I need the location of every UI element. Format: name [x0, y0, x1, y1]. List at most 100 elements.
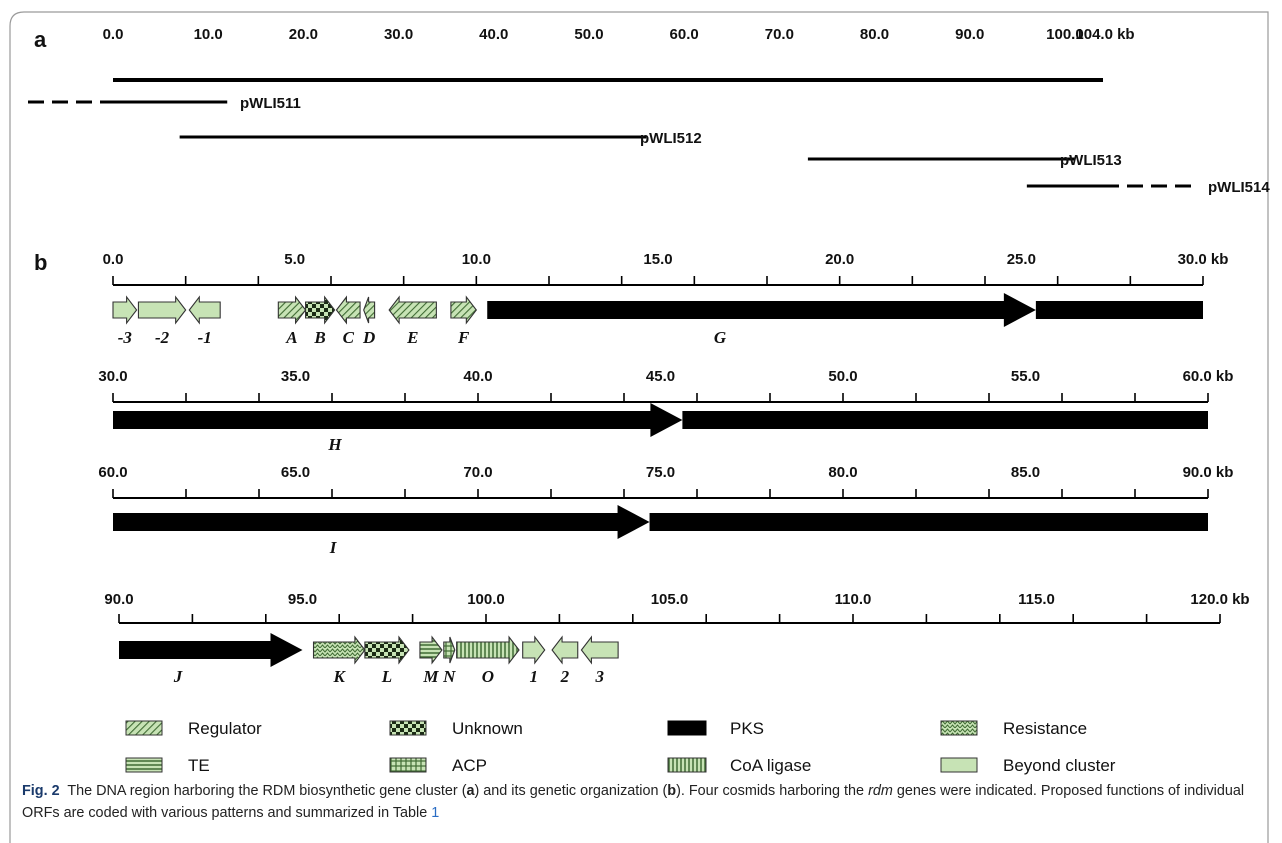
gene-label: -1	[198, 328, 212, 347]
gene-label: K	[333, 667, 347, 686]
gene-I: I	[113, 505, 1208, 557]
gene-3: 3	[580, 635, 619, 686]
gene-label: B	[313, 328, 325, 347]
scale-tick-label: 45.0	[646, 368, 675, 385]
caption-text-3: ). Four cosmids harboring the	[676, 783, 869, 799]
legend-label: Beyond cluster	[1003, 756, 1116, 775]
scale-tick-label: 25.0	[1007, 251, 1036, 268]
panel-a-label: a	[34, 27, 47, 52]
gene-label: I	[329, 538, 338, 557]
legend-label: Regulator	[188, 719, 262, 738]
scale-end-label: 30.0 kb	[1178, 251, 1229, 268]
caption-text-4: genes were indicated. Proposed functions…	[22, 783, 1245, 821]
legend-label: ACP	[452, 756, 487, 775]
gene-label: F	[457, 328, 470, 347]
legend-swatch	[125, 757, 163, 773]
scale-end-label: 90.0 kb	[1183, 464, 1234, 481]
scale-tick-label: 110.0	[835, 591, 872, 608]
scale-end-label: 120.0 kb	[1190, 591, 1249, 608]
cosmid-label: pWLI513	[1060, 152, 1122, 169]
gene-N: N	[442, 636, 456, 686]
scale-a-tick-label: 30.0	[384, 26, 413, 43]
gene--2: -2	[137, 295, 187, 347]
legend-item-coa: CoA ligase	[667, 756, 811, 775]
gene-E: E	[388, 295, 437, 347]
legend-item-acp: ACP	[389, 756, 487, 775]
scale-tick-label: 80.0	[828, 464, 857, 481]
scale-a-tick-label: 60.0	[670, 26, 699, 43]
scale-tick-label: 100.0	[467, 591, 505, 608]
scale-a-tick-label: 90.0	[955, 26, 984, 43]
scale-a-tick-label: 10.0	[194, 26, 223, 43]
gene-label: H	[327, 435, 342, 454]
figure-caption: Fig. 2 The DNA region harboring the RDM …	[22, 780, 1262, 824]
gene-1: 1	[522, 635, 546, 686]
gene-J: J	[119, 633, 303, 686]
gene-label: E	[406, 328, 418, 347]
scale-tick-label: 50.0	[828, 368, 857, 385]
panel-b-label: b	[34, 250, 47, 275]
scale-tick-label: 90.0	[104, 591, 133, 608]
figure-number: Fig. 2	[22, 783, 60, 799]
scale-a-tick-label: 70.0	[765, 26, 794, 43]
legend-swatch	[940, 757, 978, 773]
scale-tick-label: 115.0	[1018, 591, 1055, 608]
table-link[interactable]: 1	[431, 805, 440, 821]
scale-a-tick-label: 0.0	[103, 26, 124, 43]
gene-K: K	[312, 635, 366, 686]
cosmid-label: pWLI511	[240, 95, 301, 112]
legend-label: PKS	[730, 719, 764, 738]
legend-swatch	[940, 720, 978, 736]
cosmid-pWLI512: pWLI512	[179, 130, 702, 147]
legend-item-beyond: Beyond cluster	[940, 756, 1116, 775]
scale-tick-label: 35.0	[281, 368, 310, 385]
panel-b-gene-organization: 0.0 5.0 10.0 15.0 20.0 25.0 30.0 kb -3 -2 -1 A B C D E…	[98, 251, 1249, 686]
scale-end-label: 60.0 kb	[1183, 368, 1234, 385]
gene-function-legend: Regulator Unknown PKS Resistance TE ACP CoA li…	[125, 719, 1116, 775]
legend-item-unknown: Unknown	[389, 719, 523, 738]
cosmid-pWLI514: pWLI514	[1026, 179, 1270, 196]
scale-tick-label: 30.0	[98, 368, 127, 385]
cosmid-pWLI511: pWLI511	[28, 95, 301, 112]
scale-tick-label: 15.0	[643, 251, 672, 268]
gene--1: -1	[188, 295, 221, 347]
scale-a-tick-label: 50.0	[574, 26, 603, 43]
scale-tick-label: 70.0	[463, 464, 492, 481]
panel-a-cosmid-map: 0.0 10.0 20.0 30.0 40.0 50.0 60.0 70.0 80.0 90.0 1…	[28, 26, 1270, 196]
scale-a-tick-label: 80.0	[860, 26, 889, 43]
scale-a-end-label: 104.0 kb	[1075, 26, 1134, 43]
gene-label: C	[343, 328, 355, 347]
scale-a-tick-label: 40.0	[479, 26, 508, 43]
scale-tick-label: 5.0	[284, 251, 305, 268]
gene-D: D	[362, 296, 375, 347]
gene-B: B	[305, 295, 336, 347]
legend-label: Resistance	[1003, 719, 1087, 738]
gene-C: C	[335, 295, 361, 347]
gene-label: 1	[529, 667, 538, 686]
gene-row-2: 30.0 35.0 40.0 45.0 50.0 55.0 60.0 kb H	[98, 368, 1233, 454]
gene--3: -3	[112, 295, 138, 347]
scale-a-tick-label: 20.0	[289, 26, 318, 43]
legend-item-regulator: Regulator	[125, 719, 262, 738]
gene-label: J	[173, 667, 183, 686]
caption-text-1: The DNA region harboring the RDM biosynt…	[67, 783, 467, 799]
caption-text-2: ) and its genetic organization (	[474, 783, 668, 799]
gene-row-3: 60.0 65.0 70.0 75.0 80.0 85.0 90.0 kb I	[98, 464, 1233, 557]
caption-ref-b: b	[667, 783, 677, 799]
caption-gene-name: rdm	[868, 783, 893, 799]
scale-tick-label: 0.0	[103, 251, 124, 268]
legend-item-te: TE	[125, 756, 210, 775]
gene-label: 2	[560, 667, 570, 686]
gene-L: L	[364, 635, 410, 686]
cosmid-pWLI513: pWLI513	[807, 152, 1122, 169]
figure-diagram: a 0.0 10.0 20.0 30.0 40.0 50.0 60.0 70.0 80.0 90.…	[28, 26, 1270, 775]
scale-tick-label: 10.0	[462, 251, 491, 268]
cosmid-label: pWLI512	[640, 130, 702, 147]
gene-A: A	[277, 295, 307, 347]
scale-tick-label: 105.0	[651, 591, 689, 608]
gene-label: -3	[118, 328, 133, 347]
gene-label: N	[442, 667, 456, 686]
scale-tick-label: 55.0	[1011, 368, 1040, 385]
scale-a-tick-label: 100.0	[1046, 26, 1084, 43]
scale-tick-label: 95.0	[288, 591, 317, 608]
